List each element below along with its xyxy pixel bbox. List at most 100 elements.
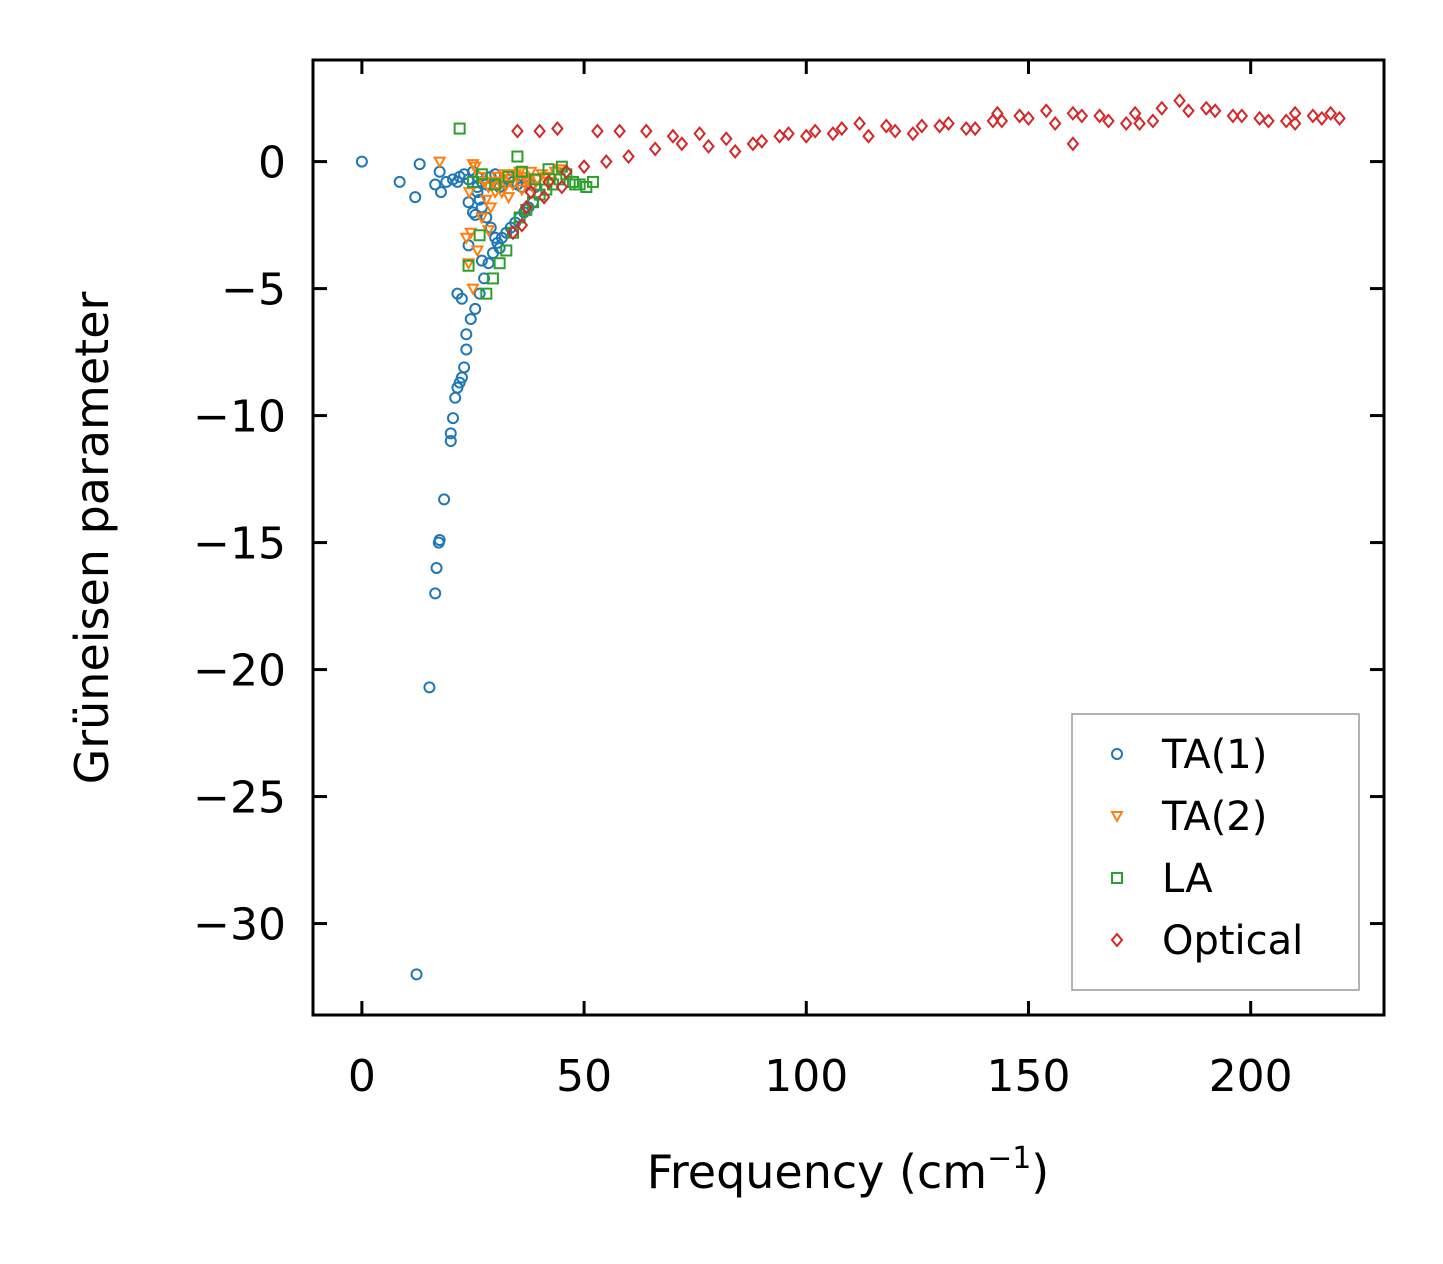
data-point-optical xyxy=(906,126,920,142)
data-point-la xyxy=(466,175,479,188)
data-point-ta-2 xyxy=(470,245,485,258)
data-point-ta-1 xyxy=(429,178,442,191)
data-point-ta-1 xyxy=(410,968,423,981)
data-point-ta-1 xyxy=(478,272,491,285)
data-point-optical xyxy=(520,199,533,215)
data-point-optical xyxy=(693,126,706,142)
data-point-ta-2 xyxy=(464,227,478,240)
legend-marker-ta-1 xyxy=(1111,748,1123,760)
data-point-optical xyxy=(1315,110,1329,126)
data-point-optical xyxy=(1235,108,1249,124)
x-axis-label-close: ) xyxy=(1031,1145,1049,1199)
y-tick-label: −15 xyxy=(193,519,286,570)
data-point-optical xyxy=(746,136,760,152)
data-point-ta-2 xyxy=(475,212,489,225)
data-point-optical xyxy=(515,217,529,233)
data-point-ta-1 xyxy=(449,391,462,404)
data-point-ta-2 xyxy=(459,232,474,245)
data-point-optical xyxy=(773,128,786,144)
data-point-optical xyxy=(1102,113,1115,129)
data-point-optical xyxy=(799,128,813,144)
data-point-ta-2 xyxy=(524,166,538,179)
data-point-ta-2 xyxy=(515,184,529,197)
data-point-ta-1 xyxy=(462,196,475,209)
y-tick-label: −5 xyxy=(221,265,286,316)
data-point-optical xyxy=(933,118,946,134)
data-point-optical xyxy=(506,225,520,241)
data-point-optical xyxy=(555,179,569,195)
plot-area xyxy=(355,93,1346,981)
x-tick-label: 100 xyxy=(764,1051,848,1102)
data-point-la xyxy=(566,175,579,188)
x-axis-label-text: Frequency (cm xyxy=(647,1145,987,1199)
legend-label-la: LA xyxy=(1162,856,1213,902)
data-point-optical xyxy=(533,123,546,139)
y-tick-label: −30 xyxy=(193,900,286,951)
legend-label-ta-2: TA(2) xyxy=(1161,794,1267,840)
data-point-ta-1 xyxy=(466,206,479,219)
data-point-ta-1 xyxy=(438,493,451,506)
data-point-la xyxy=(486,272,499,285)
plot-frame xyxy=(311,58,1386,1017)
data-point-optical xyxy=(639,123,653,139)
legend-items: TA(1) TA(2) LA Optical xyxy=(1110,732,1303,964)
data-point-optical xyxy=(1048,115,1062,132)
data-point-optical xyxy=(835,121,849,137)
data-point-la xyxy=(569,178,582,191)
y-tick-label: −20 xyxy=(193,646,286,697)
data-point-ta-2 xyxy=(481,225,496,238)
legend-marker-optical xyxy=(1110,932,1124,948)
data-point-optical xyxy=(862,128,875,144)
data-point-ta-1 xyxy=(434,186,447,199)
y-tick-label: 0 xyxy=(258,138,286,189)
data-point-la xyxy=(462,259,475,272)
data-point-optical xyxy=(600,154,613,170)
data-point-ta-2 xyxy=(484,202,498,215)
legend-label-ta-1: TA(1) xyxy=(1161,732,1267,778)
data-point-optical xyxy=(622,148,635,165)
data-point-optical xyxy=(879,118,893,134)
data-point-optical xyxy=(1066,136,1080,152)
legend-marker-ta-2 xyxy=(1110,811,1124,824)
data-point-optical xyxy=(1253,110,1266,126)
x-tick-label: 150 xyxy=(986,1051,1070,1102)
data-point-optical xyxy=(853,115,866,132)
data-point-la xyxy=(515,165,528,178)
data-point-la xyxy=(489,178,502,191)
data-point-optical xyxy=(524,184,538,200)
data-point-optical xyxy=(1093,108,1106,124)
y-tick-labels: 0 −5 −10 −15 −20 −25 −30 xyxy=(193,138,286,951)
data-point-ta-1 xyxy=(423,681,436,694)
y-tick-label: −25 xyxy=(193,773,286,824)
data-point-ta-1 xyxy=(413,158,426,171)
data-point-ta-1 xyxy=(455,292,468,305)
axis-ticks xyxy=(313,60,1384,1015)
data-point-ta-1 xyxy=(475,254,488,267)
data-point-optical xyxy=(1075,108,1089,124)
data-point-la xyxy=(511,150,524,163)
data-point-ta-2 xyxy=(501,192,516,205)
data-point-ta-1 xyxy=(458,361,471,374)
y-tick-label: −10 xyxy=(193,392,286,443)
data-point-optical xyxy=(1288,115,1302,132)
data-point-optical xyxy=(942,115,955,132)
data-point-ta-1 xyxy=(440,175,453,188)
data-point-optical xyxy=(1155,100,1169,116)
data-point-la xyxy=(475,168,488,181)
data-point-optical xyxy=(959,121,973,137)
x-axis-label: Frequency (cm−1) xyxy=(647,1141,1050,1199)
data-point-ta-2 xyxy=(497,169,511,182)
data-point-optical xyxy=(591,123,604,139)
data-point-ta-2 xyxy=(492,176,507,189)
data-point-optical xyxy=(1182,103,1195,119)
data-point-ta-2 xyxy=(466,283,480,296)
series-optical xyxy=(506,93,1346,241)
data-point-ta-1 xyxy=(444,434,457,447)
data-point-optical xyxy=(1226,108,1240,124)
data-point-optical xyxy=(511,123,524,139)
data-point-optical xyxy=(728,143,742,159)
data-point-optical xyxy=(1022,110,1035,126)
data-point-ta-1 xyxy=(409,191,422,204)
data-point-optical xyxy=(719,131,733,147)
data-point-optical xyxy=(968,121,982,137)
